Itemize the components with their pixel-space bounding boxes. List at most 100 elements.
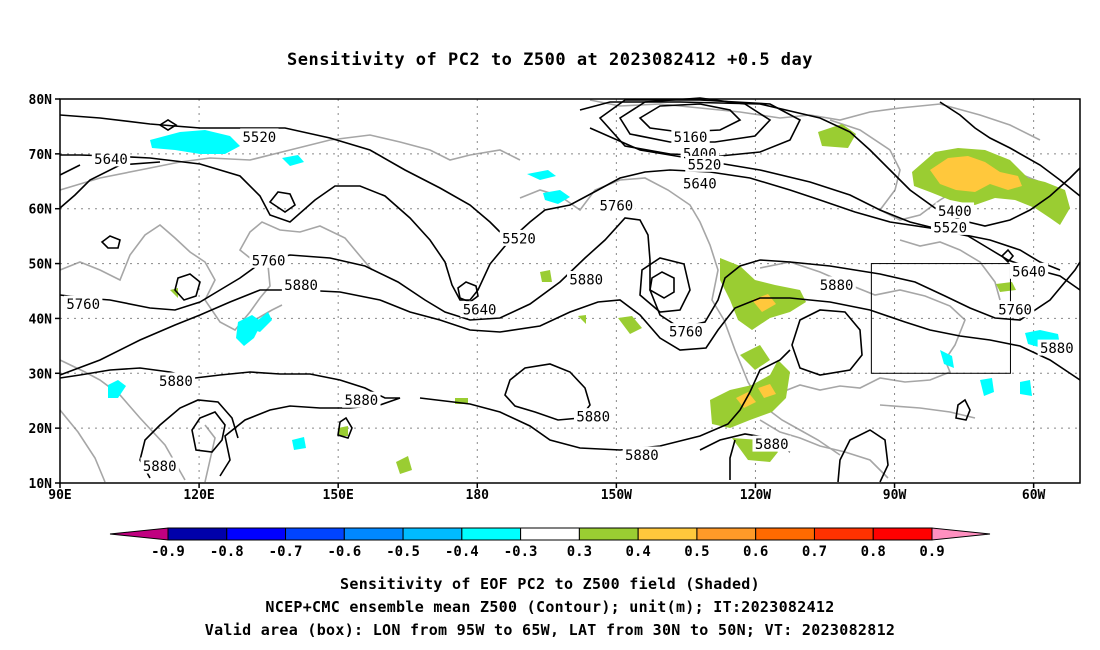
lat-tick-label: 30N	[29, 367, 53, 382]
graticule	[60, 99, 1080, 483]
contour-label-bg	[817, 276, 856, 293]
lat-tick-label: 80N	[29, 93, 53, 108]
colorbar-swatch	[578, 527, 639, 541]
lat-tick-label: 40N	[29, 312, 53, 327]
contour-label: 5640	[1012, 264, 1046, 280]
contour-label: 5880	[284, 278, 318, 294]
colorbar-label: 0.5	[684, 544, 709, 560]
lat-tick-label: 70N	[29, 148, 53, 163]
contour-label-bg	[249, 251, 288, 268]
contour-label-bg	[995, 301, 1035, 318]
lon-tick-label: 120E	[183, 488, 214, 503]
colorbar-swatch	[755, 527, 815, 541]
colorbar-label: -0.7	[269, 544, 303, 560]
lon-tick-label: 150W	[601, 488, 632, 503]
contour-labels: 5520564051605400552056405760552054005520…	[63, 128, 1077, 475]
contour-label: 5760	[252, 253, 286, 269]
colorbar-label: 0.7	[802, 544, 827, 560]
contour-label-bg	[91, 150, 131, 167]
contour-label: 5880	[345, 393, 379, 409]
lat-tick-label: 50N	[29, 258, 53, 273]
contour-label-bg	[1009, 262, 1049, 279]
contour-label-bg	[156, 372, 196, 389]
coastlines	[59, 99, 1061, 483]
lon-tick-label: 180	[466, 488, 490, 503]
caption-line-3: Valid area (box): LON from 95W to 65W, L…	[204, 621, 896, 639]
colorbar-label: -0.5	[386, 544, 420, 560]
contour-label: 5160	[674, 130, 708, 146]
colorbar-high-triangle	[931, 527, 991, 541]
contour-label: 5880	[159, 374, 193, 390]
contour-label: 5760	[600, 198, 634, 214]
contour-label: 5880	[1040, 341, 1074, 357]
contour-label: 5520	[688, 157, 722, 173]
lon-tick-label: 150E	[323, 488, 354, 503]
colorbar-label: -0.4	[445, 544, 479, 560]
lon-tick-label: 120W	[740, 488, 771, 503]
colorbar: -0.9 -0.8 -0.7 -0.6 -0.5 -0.4 -0.3 0.3 0.4 0.5 0.6…	[109, 527, 991, 560]
colorbar-label: -0.3	[504, 544, 538, 560]
contour-label-bg	[685, 155, 724, 172]
contour-label-bg	[281, 276, 321, 293]
contour-label-bg	[752, 435, 791, 452]
colorbar-swatch	[285, 527, 345, 541]
colorbar-label: 0.3	[567, 544, 592, 560]
contour-label: 5880	[576, 410, 610, 426]
contour-label-bg	[666, 323, 706, 340]
longitude-labels: 90E 120E 150E 180 150W 120W 90W 60W	[48, 483, 1046, 503]
contour-label-bg	[935, 202, 975, 219]
colorbar-swatch	[343, 527, 404, 541]
colorbar-swatch	[167, 527, 228, 541]
contour-label-bg	[680, 175, 720, 192]
colorbar-swatch	[226, 527, 287, 541]
colorbar-label: 0.9	[919, 544, 944, 560]
contour-label: 5520	[933, 220, 967, 236]
contour-label-bg	[240, 128, 279, 145]
colorbar-label: -0.8	[210, 544, 244, 560]
contour-label-bg	[63, 295, 103, 312]
lon-tick-label: 90E	[48, 488, 71, 503]
colorbar-label: -0.6	[327, 544, 361, 560]
contour-label: 5400	[938, 204, 972, 220]
contour-label-bg	[567, 271, 606, 288]
contour-label-bg	[573, 408, 613, 425]
colorbar-label: 0.4	[626, 544, 651, 560]
latitude-labels: 80N 70N 60N 50N 40N 30N 20N 10N	[29, 93, 60, 492]
colorbar-low-triangle	[109, 527, 169, 541]
contour-label: 5640	[683, 177, 717, 193]
contour-label: 5880	[755, 437, 789, 453]
colorbar-label: -0.9	[151, 544, 185, 560]
caption-line-2: NCEP+CMC ensemble mean Z500 (Contour); u…	[265, 598, 835, 616]
colorbar-swatch	[696, 527, 757, 541]
contour-label: 5520	[502, 231, 536, 247]
contour-label-bg	[622, 446, 662, 463]
colorbar-swatch	[461, 527, 522, 541]
lat-tick-label: 60N	[29, 203, 53, 218]
contour-label: 5520	[243, 130, 277, 146]
map-frame	[59, 98, 1081, 484]
colorbar-swatch	[813, 527, 874, 541]
lat-tick-label: 10N	[29, 477, 53, 492]
chart-title: Sensitivity of PC2 to Z500 at 2023082412…	[286, 50, 813, 70]
contour-label: 5640	[94, 152, 128, 168]
colorbar-swatch	[637, 527, 698, 541]
contour-label-bg	[597, 196, 636, 213]
contour-label: 5760	[66, 297, 100, 313]
colorbar-swatch	[402, 527, 463, 541]
contour-label-bg	[499, 229, 539, 246]
contour-label: 5880	[143, 459, 177, 475]
colorbar-swatch	[520, 527, 580, 541]
colorbar-swatch	[872, 527, 933, 541]
lon-tick-label: 90W	[883, 488, 907, 503]
lat-tick-label: 20N	[29, 422, 53, 437]
colorbar-label: 0.8	[861, 544, 886, 560]
contour-label: 5760	[669, 325, 703, 341]
contour-label: 5880	[625, 448, 659, 464]
contour-label-bg	[671, 128, 710, 145]
contour-label-bg	[342, 391, 381, 408]
z500-contours	[59, 97, 1081, 483]
contour-label-bg	[1037, 339, 1077, 356]
contour-label: 5760	[998, 303, 1032, 319]
contour-label: 5640	[463, 303, 497, 319]
